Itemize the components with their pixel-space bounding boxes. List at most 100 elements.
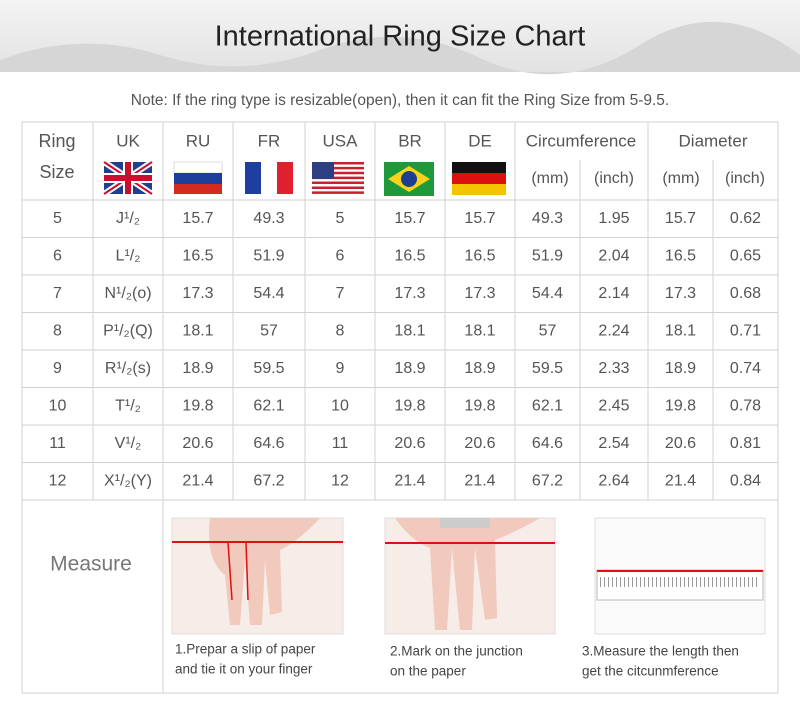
table-cell: 59.5: [253, 360, 284, 377]
table-cell: 59.5: [532, 360, 563, 377]
table-cell: 11: [332, 435, 349, 452]
table-cell: 0.81: [730, 435, 761, 452]
table-cell: 15.7: [464, 210, 495, 227]
step-image-2: [384, 517, 556, 635]
table-cell: 11: [49, 435, 66, 452]
table-cell: 17.3: [394, 285, 425, 302]
table-cell: 5: [53, 210, 62, 227]
table-cell: 2.64: [598, 472, 629, 489]
table-cell: 67.2: [532, 472, 563, 489]
table-grid: [21, 121, 779, 694]
title: International Ring Size Chart: [215, 21, 586, 53]
table-cell: J¹/₂: [116, 210, 140, 227]
table-cell: 10: [331, 397, 349, 414]
table-cell: X¹/₂(Y): [104, 472, 152, 489]
table-cell: P¹/₂(Q): [103, 322, 153, 339]
table-cell: 17.3: [665, 285, 696, 302]
table-cell: 57: [260, 322, 278, 339]
table-cell: 7: [53, 285, 62, 302]
table-cell: 18.1: [182, 322, 213, 339]
table-cell: 7: [336, 285, 345, 302]
table-cell: 19.8: [182, 397, 213, 414]
table-cell: 49.3: [253, 210, 284, 227]
table-cell: 62.1: [253, 397, 284, 414]
table-cell: 20.6: [182, 435, 213, 452]
table-cell: 20.6: [665, 435, 696, 452]
table-cell: 19.8: [394, 397, 425, 414]
table-cell: 6: [336, 247, 345, 264]
table-cell: 2.54: [598, 435, 629, 452]
subheader: (mm): [531, 170, 568, 187]
table-cell: 54.4: [532, 285, 563, 302]
flag-usa: [312, 161, 364, 194]
table-cell: 8: [53, 322, 62, 339]
header: Circumference: [526, 131, 637, 150]
table-cell: 5: [336, 210, 345, 227]
table-cell: T¹/₂: [115, 397, 141, 414]
table-cell: 17.3: [464, 285, 495, 302]
table-cell: 0.68: [730, 285, 761, 302]
table-cell: 16.5: [182, 247, 213, 264]
header: Diameter: [679, 131, 748, 150]
table-cell: 16.5: [665, 247, 696, 264]
header: FR: [258, 131, 281, 150]
step-caption: get the citcunmference: [582, 664, 719, 679]
table-cell: 19.8: [464, 397, 495, 414]
flag-uk: [102, 159, 154, 197]
table-cell: 1.95: [598, 210, 629, 227]
table-cell: 2.04: [598, 247, 629, 264]
header: UK: [116, 131, 140, 150]
table-cell: 0.62: [730, 210, 761, 227]
step-caption: 2.Mark on the junction: [390, 644, 523, 659]
table-cell: 51.9: [532, 247, 563, 264]
table-cell: 21.4: [394, 472, 425, 489]
table-cell: 2.24: [598, 322, 629, 339]
table-cell: 0.84: [730, 472, 761, 489]
table-cell: 64.6: [253, 435, 284, 452]
table-cell: 64.6: [532, 435, 563, 452]
step-caption: and tie it on your finger: [175, 662, 313, 677]
table-cell: 8: [336, 322, 345, 339]
header: Size: [39, 162, 74, 182]
subheader: (inch): [594, 170, 634, 187]
table-cell: 2.45: [598, 397, 629, 414]
table-cell: R¹/₂(s): [105, 360, 151, 377]
header: BR: [398, 131, 422, 150]
table-border: [21, 121, 779, 694]
table-cell: 0.74: [730, 360, 761, 377]
step-caption: 1.Prepar a slip of paper: [175, 642, 316, 657]
step-image-1: [171, 517, 344, 635]
step-caption: on the paper: [390, 664, 466, 679]
table-cell: 0.65: [730, 247, 761, 264]
table-cell: 10: [49, 397, 67, 414]
table-cell: 12: [331, 472, 349, 489]
table-cell: 21.4: [182, 472, 213, 489]
header: Ring: [38, 131, 75, 151]
flag-ru: [173, 161, 223, 194]
table-cell: 20.6: [464, 435, 495, 452]
table-cell: 0.78: [730, 397, 761, 414]
flag-fr: [245, 162, 293, 194]
step-image-3: [594, 517, 766, 635]
table-cell: 62.1: [532, 397, 563, 414]
subheader: (inch): [725, 170, 765, 187]
table-cell: 15.7: [665, 210, 696, 227]
header: RU: [186, 131, 211, 150]
table-cell: 9: [53, 360, 62, 377]
note: Note: If the ring type is resizable(open…: [131, 92, 669, 109]
step-caption: 3.Measure the length then: [582, 644, 739, 659]
table-cell: 18.9: [182, 360, 213, 377]
flag-de: [452, 162, 506, 195]
table-cell: 12: [49, 472, 67, 489]
flag-br: [384, 162, 434, 196]
table-cell: 21.4: [464, 472, 495, 489]
table-cell: 18.9: [665, 360, 696, 377]
table-cell: 18.1: [665, 322, 696, 339]
table-cell: 16.5: [394, 247, 425, 264]
table-cell: 18.1: [394, 322, 425, 339]
table-cell: 67.2: [253, 472, 284, 489]
table-cell: 0.71: [730, 322, 761, 339]
table-cell: 19.8: [665, 397, 696, 414]
header: DE: [468, 131, 492, 150]
